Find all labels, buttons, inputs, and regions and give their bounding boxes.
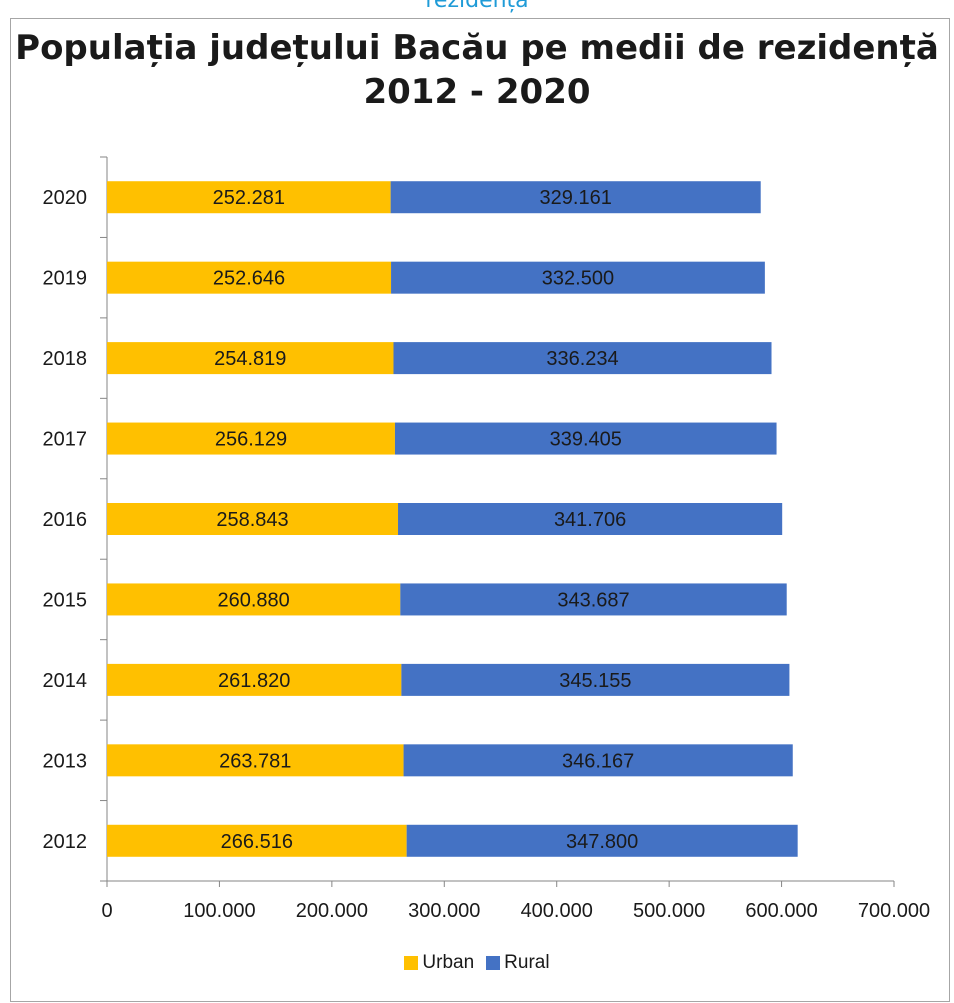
bar-urban [107, 663, 402, 696]
bar-urban [107, 422, 395, 455]
data-label-rural: 339.405 [550, 429, 622, 451]
bar-urban [107, 583, 401, 616]
data-label-urban: 252.281 [213, 187, 285, 209]
bar-rural [403, 744, 793, 777]
bar-rural [398, 503, 783, 535]
data-label-urban: 256.129 [215, 429, 287, 451]
data-label-urban: 263.781 [219, 750, 291, 772]
data-label-rural: 343.687 [557, 589, 629, 611]
x-tick-label: 500.000 [633, 900, 705, 922]
data-label-urban: 261.820 [218, 670, 290, 692]
bar-urban [107, 342, 394, 375]
legend-swatch [404, 956, 419, 970]
y-tick-label: 2018 [43, 348, 88, 370]
data-label-rural: 329.161 [540, 187, 612, 209]
top-caption: rezidență [425, 0, 529, 13]
legend-swatch [486, 956, 501, 970]
chart-title: Populația județului Bacău pe medii de re… [15, 28, 939, 112]
data-label-urban: 254.819 [214, 348, 286, 370]
bar-rural [406, 824, 798, 857]
legend-item-urban: Urban [404, 952, 474, 974]
bar-rural [394, 422, 777, 455]
data-label-rural: 347.800 [566, 831, 638, 853]
data-label-urban: 252.646 [213, 268, 285, 290]
bar-rural [390, 181, 761, 214]
x-tick-label: 200.000 [296, 900, 368, 922]
y-tick-label: 2015 [43, 589, 88, 611]
bar-rural [391, 261, 765, 294]
bar-urban [107, 744, 404, 777]
data-label-urban: 258.843 [216, 509, 288, 531]
chart-legend: Urban Rural [0, 952, 954, 976]
y-tick-label: 2012 [43, 831, 88, 853]
bar-urban [107, 261, 392, 294]
x-tick-label: 400.000 [521, 900, 593, 922]
x-tick-label: 300.000 [408, 900, 480, 922]
bar-rural [401, 663, 790, 696]
bar-rural [393, 342, 772, 375]
legend-label: Rural [504, 952, 550, 973]
x-tick-label: 700.000 [858, 900, 930, 922]
y-tick-label: 2013 [43, 750, 88, 772]
data-label-rural: 346.167 [562, 750, 634, 772]
data-label-urban: 260.880 [218, 589, 290, 611]
y-tick-label: 2014 [43, 670, 88, 692]
x-tick-label: 600.000 [745, 900, 817, 922]
data-label-urban: 266.516 [221, 831, 293, 853]
bar-urban [107, 824, 407, 857]
bar-rural [400, 583, 787, 616]
y-tick-label: 2016 [43, 509, 88, 531]
data-label-rural: 345.155 [559, 670, 631, 692]
x-tick-label: 0 [101, 900, 112, 922]
y-tick-label: 2017 [43, 429, 88, 451]
x-tick-label: 100.000 [183, 900, 255, 922]
y-tick-label: 2020 [43, 187, 88, 209]
legend-item-rural: Rural [486, 952, 550, 974]
bar-urban [107, 181, 391, 214]
data-label-rural: 341.706 [554, 509, 626, 531]
y-tick-label: 2019 [43, 268, 88, 290]
data-label-rural: 336.234 [546, 348, 618, 370]
legend-label: Urban [422, 952, 475, 973]
data-label-rural: 332.500 [542, 268, 614, 290]
bar-urban [107, 503, 399, 535]
